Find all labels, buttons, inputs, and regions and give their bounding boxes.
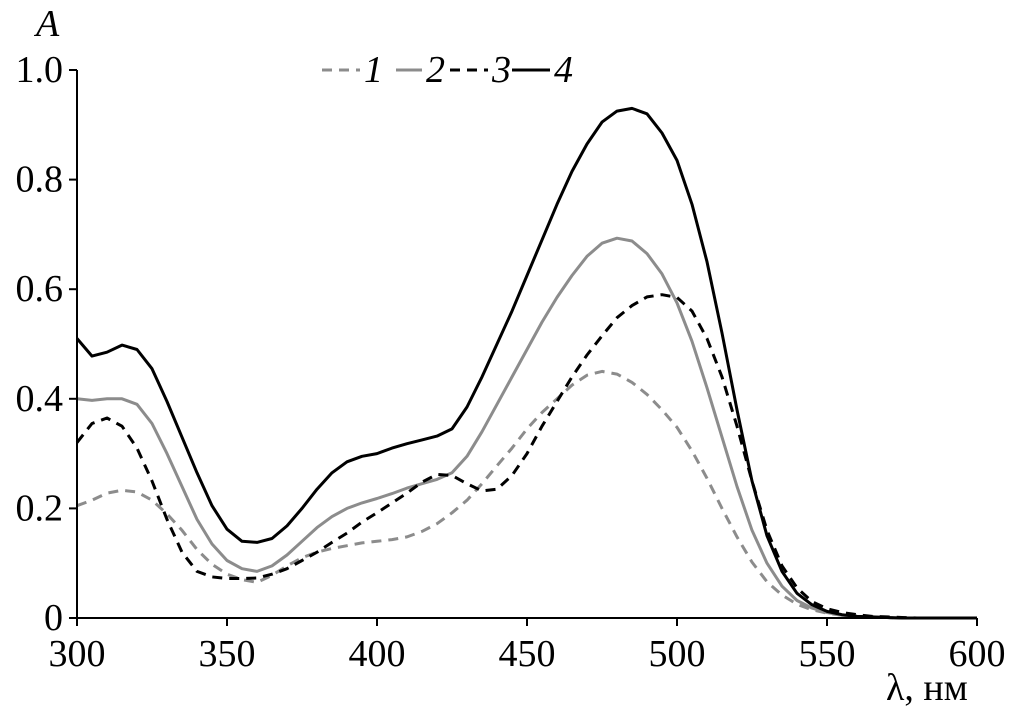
legend-label-2: 2 xyxy=(426,49,445,91)
series-line-1 xyxy=(76,369,977,620)
y-tick-label: 0.6 xyxy=(16,268,64,310)
legend-label-4: 4 xyxy=(554,49,573,91)
x-tick-label: 400 xyxy=(349,633,406,675)
y-tick-label: 0.2 xyxy=(16,487,64,529)
y-tick-label: 0 xyxy=(44,597,63,639)
x-tick-label: 450 xyxy=(499,633,556,675)
x-tick-label: 550 xyxy=(799,633,856,675)
y-tick-label: 1.0 xyxy=(16,49,64,91)
y-tick-label: 0.4 xyxy=(16,378,64,420)
legend: 1 2 3 4 xyxy=(322,49,573,91)
x-tick-label: 600 xyxy=(949,633,1006,675)
ticks-layer: 0 0.2 0.4 0.6 0.8 1.0 300 350 400 450 500 550 600 xyxy=(16,49,1006,675)
series-line-2 xyxy=(76,236,977,620)
y-tick-label: 0.8 xyxy=(16,159,64,201)
x-tick-label: 300 xyxy=(49,633,106,675)
legend-label-1: 1 xyxy=(364,49,383,91)
y-axis-label: A xyxy=(33,3,60,45)
series-line-4 xyxy=(75,106,977,620)
x-tick-label: 500 xyxy=(649,633,706,675)
x-tick-label: 350 xyxy=(199,633,256,675)
legend-label-3: 3 xyxy=(491,49,511,91)
series-layer xyxy=(75,106,977,620)
axes-layer xyxy=(76,70,977,619)
series-line-3 xyxy=(75,293,977,620)
x-axis-label: λ, нм xyxy=(886,667,968,709)
